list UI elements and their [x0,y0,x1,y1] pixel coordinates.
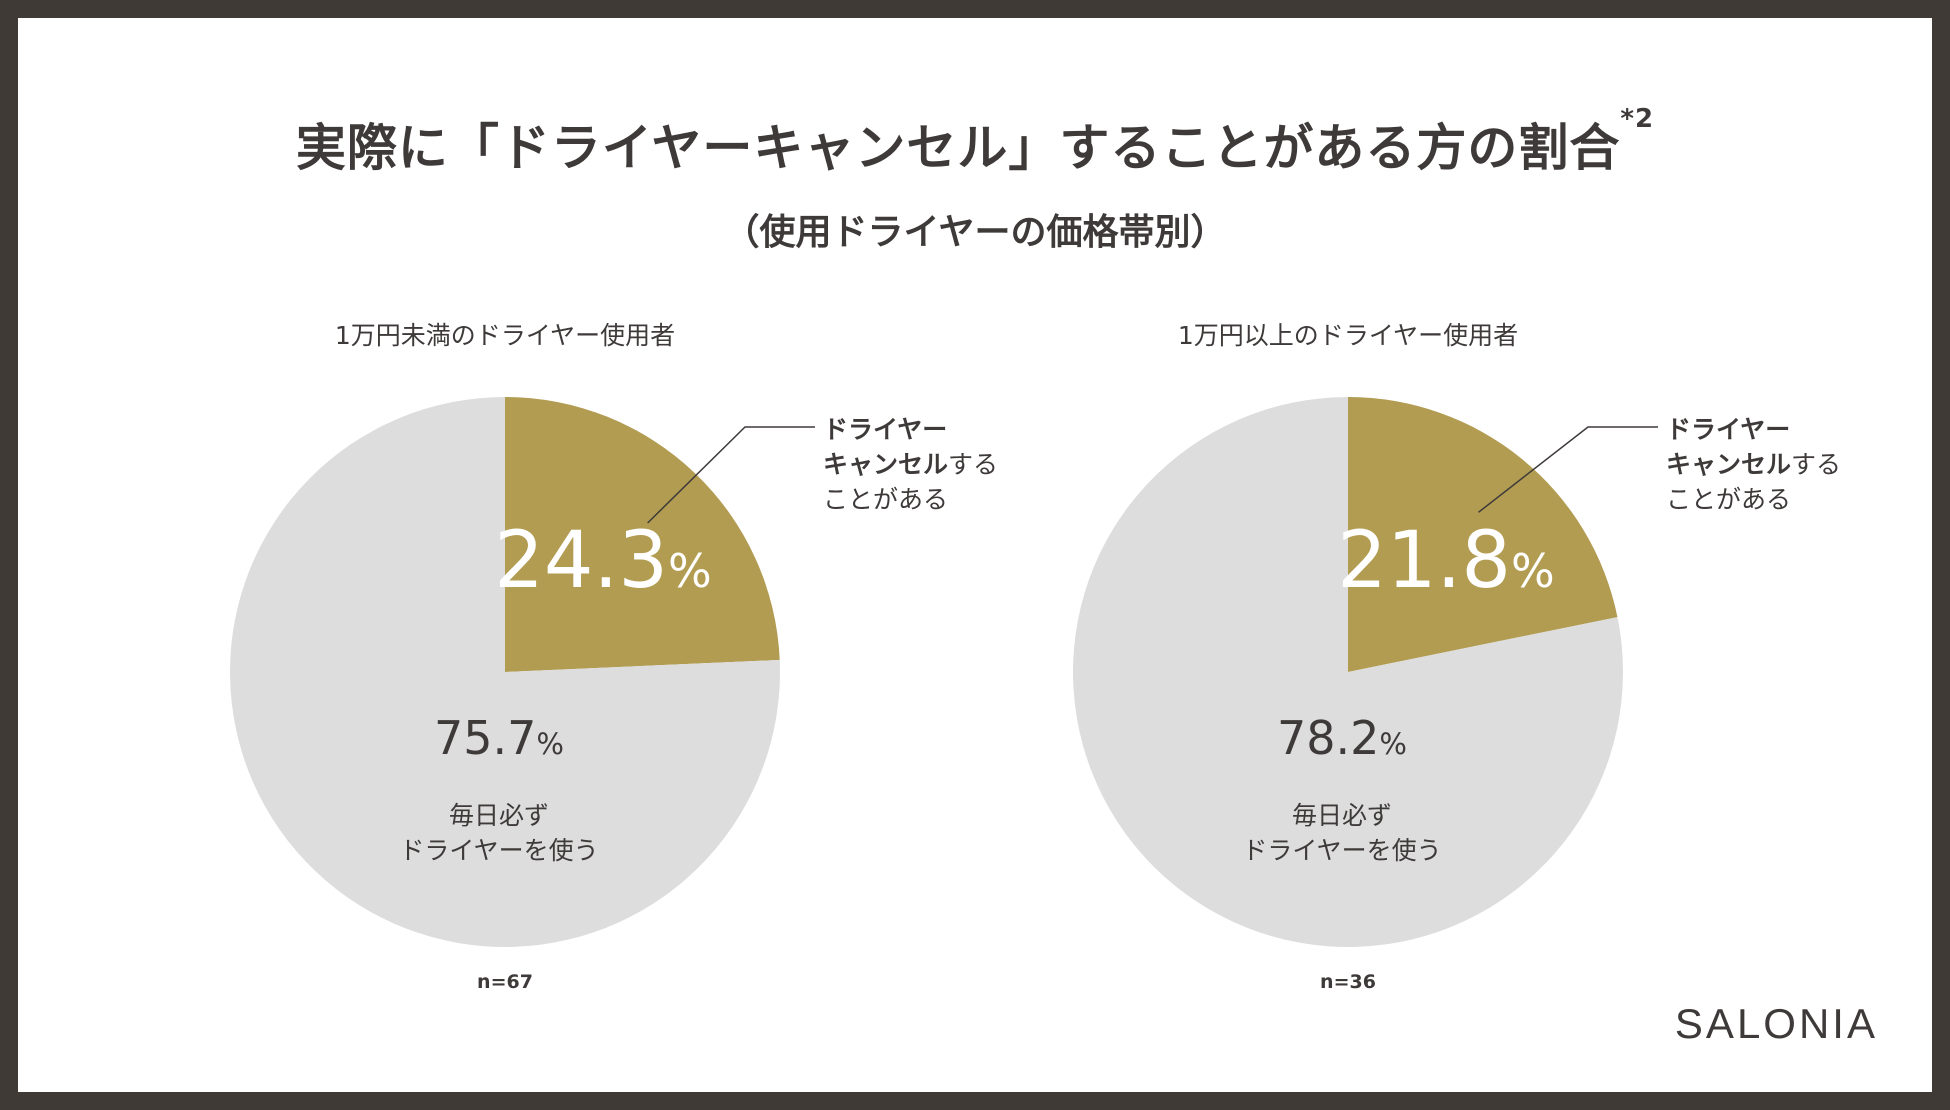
rest-value-label: 75.7% [434,711,564,765]
callout-label-line3: ことがある [1666,485,1791,514]
title-text: 実際に「ドライヤーキャンセル」することがある方の割合 [295,119,1621,177]
title-footnote-mark: *2 [1620,104,1655,134]
highlight-value-unit: % [668,544,712,598]
pie-title: 1万円以上のドライヤー使用者 [1178,321,1518,350]
highlight-value-number: 21.8 [1337,516,1511,606]
rest-value-label: 78.2% [1277,711,1407,765]
callout-label-bold: キャンセル [823,450,948,479]
pie-slice-rest [229,397,780,947]
pie-slice-highlight [505,397,780,672]
callout-leader-line [647,426,815,524]
rest-label-line1: 毎日必ず [1292,801,1392,830]
page-title: 実際に「ドライヤーキャンセル」することがある方の割合*2 [0,104,1950,180]
page-subtitle: （使用ドライヤーの価格帯別） [723,212,1227,253]
callout-leader-line [1478,426,1658,513]
callout-label-tail: する [948,450,998,479]
callout-label-line1: ドライヤー [823,415,947,444]
callout-label-bold: キャンセル [1666,450,1791,479]
pie-slice-highlight [1348,397,1618,672]
highlight-value-label: 24.3% [494,516,711,606]
callout-label-line2: キャンセルする [823,450,998,479]
sample-size-label: n=67 [477,971,533,993]
rest-label-line2: ドライヤーを使う [399,836,598,865]
callout-label-line1: ドライヤー [1666,415,1790,444]
rest-value-number: 78.2 [1277,711,1379,765]
highlight-value-number: 24.3 [494,516,668,606]
highlight-value-unit: % [1511,544,1555,598]
pie-slice-rest [1072,397,1623,947]
rest-label-line2: ドライヤーを使う [1242,836,1441,865]
rest-value-unit: % [1379,727,1407,761]
brand-logo: SALONIA [1674,1000,1878,1047]
callout-label-tail: する [1791,450,1841,479]
pie-title: 1万円未満のドライヤー使用者 [335,321,675,350]
callout-label-line2: キャンセルする [1666,450,1841,479]
highlight-value-label: 21.8% [1337,516,1554,606]
rest-value-unit: % [536,727,564,761]
callout-label-line3: ことがある [823,485,948,514]
sample-size-label: n=36 [1320,971,1376,993]
rest-value-number: 75.7 [434,711,536,765]
rest-label-line1: 毎日必ず [449,801,549,830]
